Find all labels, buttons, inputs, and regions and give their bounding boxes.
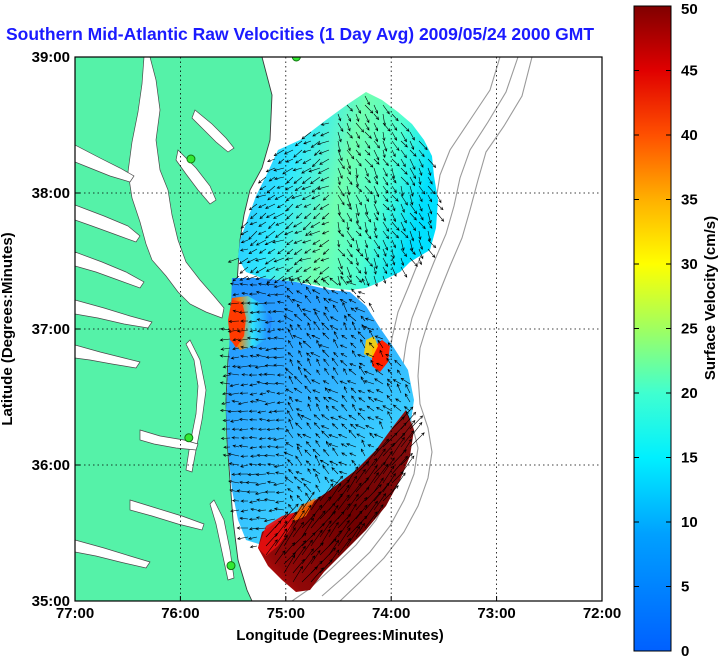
current-vectors [219,95,445,583]
colorbar-tick-label: 25 [681,321,698,338]
x-tick-label: 77:00 [56,605,94,622]
latitude-axis: 35:00 36:00 37:00 38:00 39:00 [32,49,80,610]
colorbar-tick-label: 45 [681,63,698,80]
bay-water [75,57,235,581]
colorbar-tick-label: 30 [681,256,698,273]
longitude-axis: 77:00 76:00 75:00 74:00 73:00 72:00 [56,596,621,622]
colorbar-label: Surface Velocity (cm/s) [702,216,719,380]
map-title: Southern Mid-Atlantic Raw Velocities (1 … [6,24,595,44]
colorbar-tick-label: 40 [681,127,698,144]
radar-sites [184,57,301,571]
x-tick-label: 73:00 [477,605,515,622]
y-tick-label: 39:00 [32,49,70,66]
colorbar-tick-label: 35 [681,192,698,209]
x-tick-label: 76:00 [161,605,199,622]
colorbar-ticks: 0 5 10 15 20 25 30 35 40 45 50 [634,1,698,659]
colorbar-tick-label: 10 [681,514,698,531]
colorbar-tick-label: 20 [681,385,698,402]
y-tick-label: 36:00 [32,457,70,474]
colorbar-tick-label: 5 [681,579,689,596]
x-tick-label: 72:00 [583,605,621,622]
radar-site-marker [186,154,196,164]
grid-lines [75,57,602,601]
land-area [75,57,272,601]
y-tick-label: 35:00 [32,593,70,610]
radar-site-marker [184,433,194,443]
radar-site-marker [226,561,236,571]
x-tick-label: 75:00 [267,605,305,622]
colorbar-tick-label: 15 [681,450,698,467]
colorbar: 0 5 10 15 20 25 30 35 40 45 50 Surface Velocity (c… [633,1,719,659]
colorbar-tick-label: 50 [681,1,698,18]
x-tick-label: 74:00 [372,605,410,622]
x-axis-label: Longitude (Degrees:Minutes) [236,627,444,644]
y-axis-label: Latitude (Degrees:Minutes) [0,232,16,425]
colorbar-scale [633,5,672,652]
y-tick-label: 37:00 [32,321,70,338]
colorbar-tick-label: 0 [681,643,689,659]
radar-site-marker [291,57,301,62]
y-tick-label: 38:00 [32,185,70,202]
